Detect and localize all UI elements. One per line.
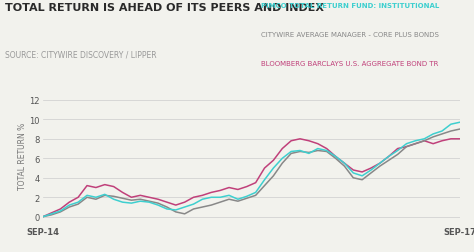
Text: TOTAL RETURN IS AHEAD OF ITS PEERS AND INDEX: TOTAL RETURN IS AHEAD OF ITS PEERS AND I… — [5, 3, 324, 13]
Text: CITYWIRE AVERAGE MANAGER - CORE PLUS BONDS: CITYWIRE AVERAGE MANAGER - CORE PLUS BON… — [261, 32, 438, 38]
Text: SOURCE: CITYWIRE DISCOVERY / LIPPER: SOURCE: CITYWIRE DISCOVERY / LIPPER — [5, 50, 156, 59]
Y-axis label: TOTAL RETURN %: TOTAL RETURN % — [18, 123, 27, 190]
Text: BLOOMBERG BARCLAYS U.S. AGGREGATE BOND TR: BLOOMBERG BARCLAYS U.S. AGGREGATE BOND T… — [261, 60, 438, 67]
Text: PIMCO TOTAL RETURN FUND: INSTITUTIONAL: PIMCO TOTAL RETURN FUND: INSTITUTIONAL — [261, 3, 439, 9]
